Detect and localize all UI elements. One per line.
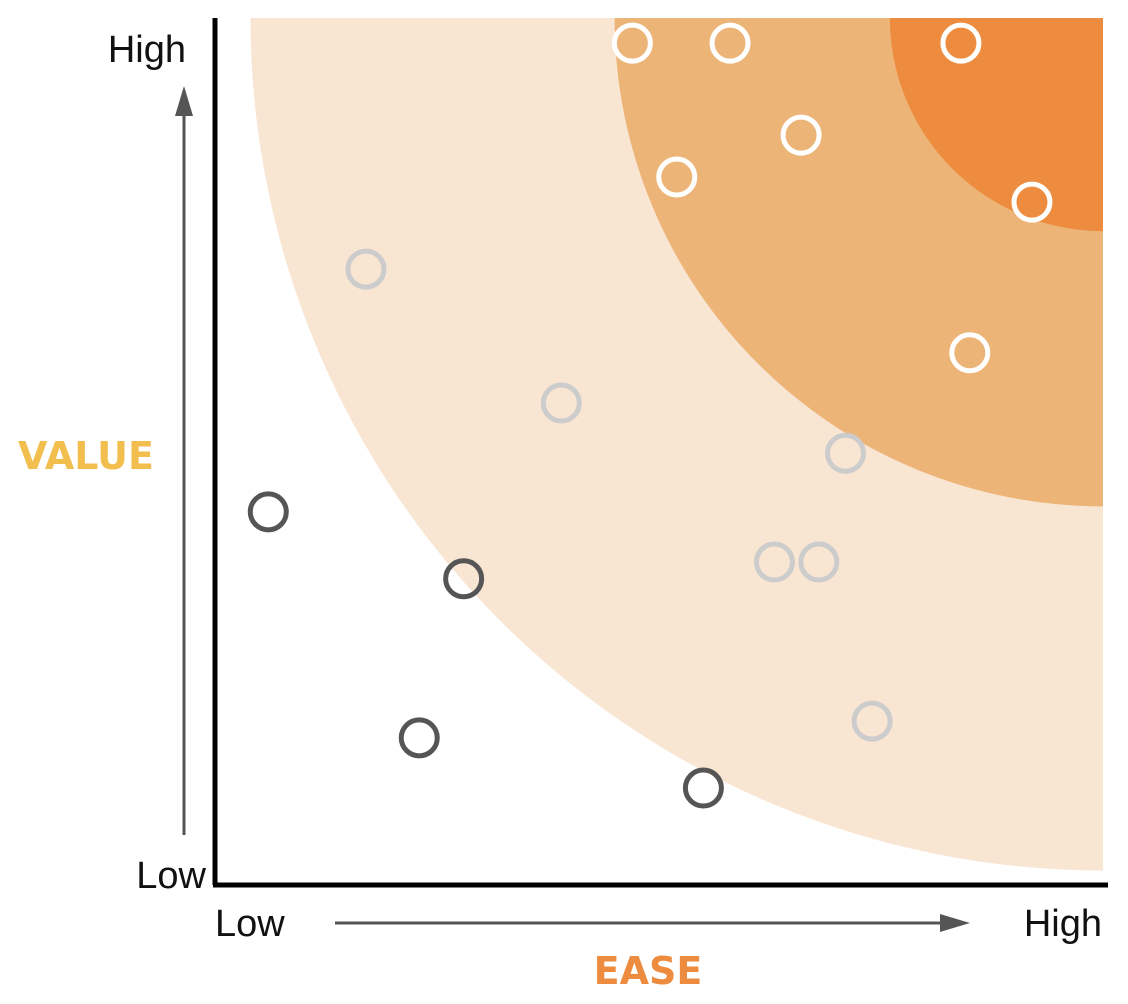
y-tick-low: Low (136, 855, 206, 897)
zone-layer (250, 18, 1103, 871)
data-point-s1-2 (709, 22, 751, 64)
data-point-s2-1 (345, 248, 387, 290)
data-point-s2-5 (798, 541, 840, 583)
x-tick-low: Low (215, 903, 285, 945)
x-axis-title: EASE (594, 949, 703, 993)
data-point-s2-3 (824, 432, 866, 474)
data-point-s3-2 (443, 558, 485, 600)
data-point-s2-6 (851, 700, 893, 742)
data-point-s1-7 (949, 332, 991, 374)
x-arrowhead (940, 914, 970, 932)
data-point-s3-4 (682, 767, 724, 809)
data-point-s3-3 (398, 717, 440, 759)
y-arrowhead (175, 86, 193, 116)
zone-band-1 (889, 18, 1103, 232)
data-point-s3-1 (247, 491, 289, 533)
data-point-s1-5 (656, 156, 698, 198)
data-point-s2-2 (540, 382, 582, 424)
x-tick-high: High (1024, 903, 1102, 945)
data-point-s2-4 (753, 541, 795, 583)
data-point-s1-1 (611, 22, 653, 64)
data-point-s1-6 (1011, 181, 1053, 223)
y-tick-high: High (108, 29, 186, 71)
data-point-s1-3 (940, 22, 982, 64)
data-point-s1-4 (780, 114, 822, 156)
points-layer (247, 22, 1053, 809)
y-axis-title: VALUE (18, 434, 154, 478)
